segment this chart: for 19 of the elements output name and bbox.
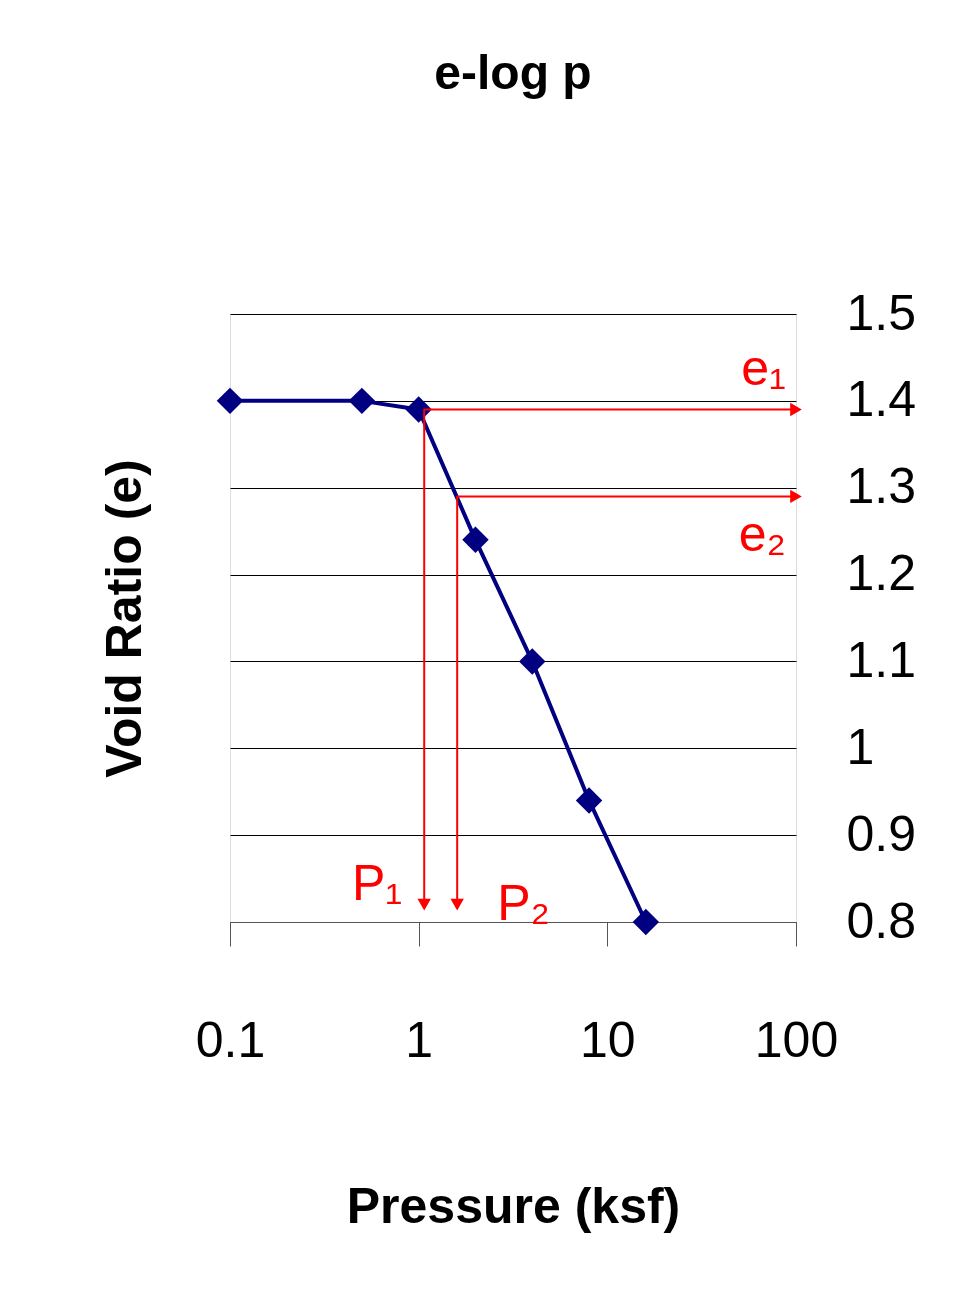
x-tick-label: 10: [580, 1011, 636, 1068]
y-tick-label: 1.2: [846, 545, 917, 602]
x-tick-label: 1: [405, 1011, 434, 1068]
annotation: e₁: [741, 339, 786, 396]
y-tick-label: 1.4: [846, 371, 917, 428]
y-tick-label: 1: [846, 718, 875, 775]
annotation: P₁: [351, 854, 403, 911]
y-tick-label: 0.8: [846, 892, 917, 949]
x-tick-label: 0.1: [195, 1011, 266, 1068]
y-tick-label: 1.1: [846, 631, 917, 688]
annotation: P₂: [497, 874, 550, 931]
chart-title: e-log p: [434, 46, 592, 99]
x-tick-label: 100: [754, 1011, 839, 1068]
y-tick-label: 1.3: [846, 458, 917, 515]
annotation: e₂: [738, 506, 786, 563]
y-axis-title: Void Ratio (e): [95, 459, 152, 778]
x-axis-title: Pressure (ksf): [346, 1177, 681, 1234]
y-tick-label: 0.9: [846, 805, 917, 862]
y-tick-label: 1.5: [846, 284, 917, 341]
